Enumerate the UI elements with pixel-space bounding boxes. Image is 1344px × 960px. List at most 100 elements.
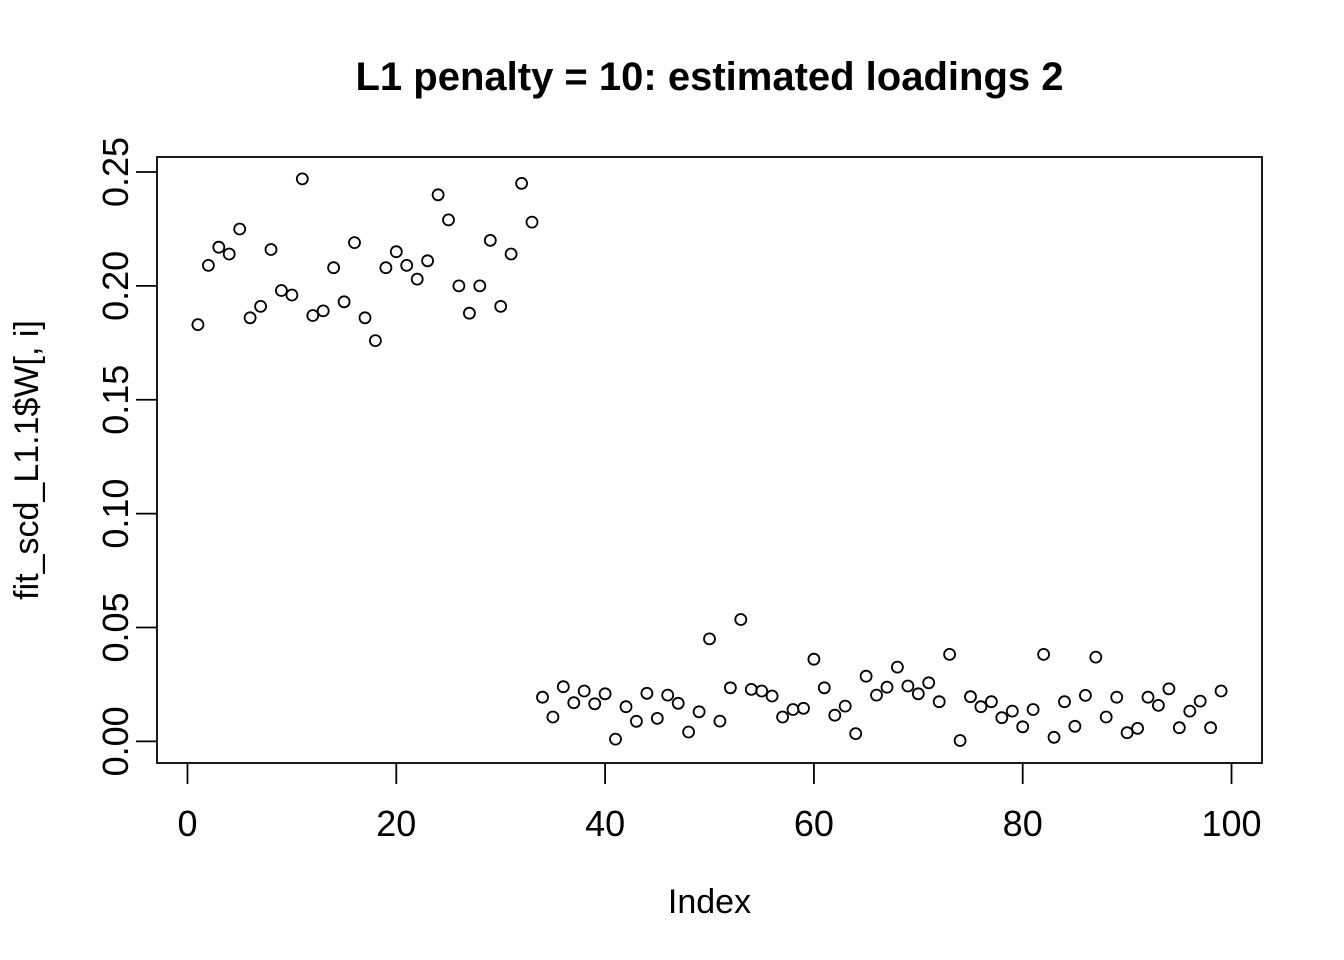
data-point	[483, 233, 497, 247]
data-point	[1089, 650, 1103, 664]
data-point	[421, 254, 435, 268]
data-point	[849, 727, 863, 740]
y-tick-label: 0.15	[95, 365, 136, 435]
data-point	[609, 732, 622, 746]
data-point	[536, 690, 549, 704]
data-point	[744, 683, 758, 696]
data-point	[943, 648, 956, 661]
data-point	[671, 696, 685, 710]
data-point	[870, 688, 883, 702]
data-point	[494, 299, 508, 313]
data-point	[473, 279, 487, 293]
data-point	[880, 680, 894, 694]
data-point	[1120, 726, 1134, 740]
data-point	[1193, 694, 1207, 708]
x-tick-label: 80	[1003, 803, 1043, 844]
data-points	[191, 172, 1228, 747]
data-point	[515, 176, 528, 190]
data-point	[828, 708, 842, 722]
x-tick-label: 20	[376, 803, 416, 844]
data-point	[786, 703, 800, 716]
data-point	[1099, 710, 1113, 724]
data-point	[911, 687, 925, 701]
data-point	[1005, 704, 1019, 718]
data-point	[274, 284, 288, 297]
data-point	[567, 696, 581, 710]
data-point	[306, 309, 320, 322]
data-point	[1047, 730, 1061, 744]
data-point	[504, 247, 518, 261]
data-point	[1141, 690, 1155, 704]
data-point	[838, 699, 852, 713]
data-point	[765, 689, 779, 703]
data-point	[891, 660, 904, 674]
data-point	[462, 306, 476, 320]
data-point	[316, 304, 330, 318]
data-point	[264, 243, 278, 256]
data-point	[525, 215, 539, 229]
data-point	[556, 680, 570, 694]
data-point	[337, 295, 351, 309]
data-point	[442, 213, 455, 227]
data-point	[358, 311, 372, 325]
data-point	[1037, 648, 1050, 661]
data-point	[546, 710, 560, 724]
data-point	[932, 695, 946, 709]
data-point	[285, 288, 299, 302]
data-point	[1162, 682, 1176, 696]
y-tick-label: 0.20	[95, 251, 136, 321]
data-point	[1110, 690, 1124, 704]
chart-title: L1 penalty = 10: estimated loadings 2	[355, 55, 1063, 99]
x-tick-label: 60	[794, 803, 834, 844]
y-tick-label: 0.05	[95, 592, 136, 662]
data-point	[953, 734, 967, 747]
y-tick-label: 0.25	[95, 137, 136, 207]
data-point	[452, 279, 466, 293]
data-point	[1204, 721, 1217, 735]
data-point	[327, 261, 341, 275]
data-point	[233, 222, 247, 236]
data-point	[650, 712, 664, 725]
data-point	[254, 299, 268, 313]
data-point	[734, 613, 748, 626]
data-point	[776, 710, 789, 724]
data-point	[630, 714, 643, 728]
data-point	[1016, 720, 1030, 734]
x-axis: 0 20 40 60 80 100	[177, 763, 1262, 844]
data-point	[410, 272, 424, 286]
y-tick-label: 0.10	[95, 479, 136, 549]
data-point	[212, 240, 226, 254]
y-tick-label: 0.00	[95, 706, 136, 776]
data-point	[389, 245, 403, 259]
data-point	[588, 697, 602, 711]
data-point	[995, 711, 1009, 725]
data-point	[713, 714, 727, 728]
data-point	[1058, 695, 1071, 709]
data-point	[817, 681, 831, 695]
data-point	[1068, 719, 1082, 733]
x-tick-label: 100	[1201, 803, 1261, 844]
x-axis-label: Index	[668, 883, 751, 921]
y-axis-label: fit_scd_L1.1$W[, i]	[8, 320, 46, 600]
data-point	[598, 687, 612, 701]
data-point	[974, 700, 988, 714]
data-point	[1131, 722, 1144, 735]
x-tick-label: 0	[177, 803, 197, 844]
data-point	[1026, 703, 1040, 716]
data-point	[901, 679, 915, 693]
data-point	[1152, 699, 1165, 712]
data-point	[692, 705, 706, 719]
data-point	[682, 725, 695, 739]
data-point	[661, 688, 675, 702]
data-point	[1214, 684, 1228, 698]
data-point	[222, 247, 236, 261]
data-point	[985, 695, 998, 709]
data-point	[797, 701, 810, 715]
data-point	[1172, 721, 1186, 735]
data-point	[368, 334, 382, 348]
plot-box	[156, 156, 1263, 764]
data-point	[400, 258, 414, 272]
data-point	[619, 700, 633, 714]
